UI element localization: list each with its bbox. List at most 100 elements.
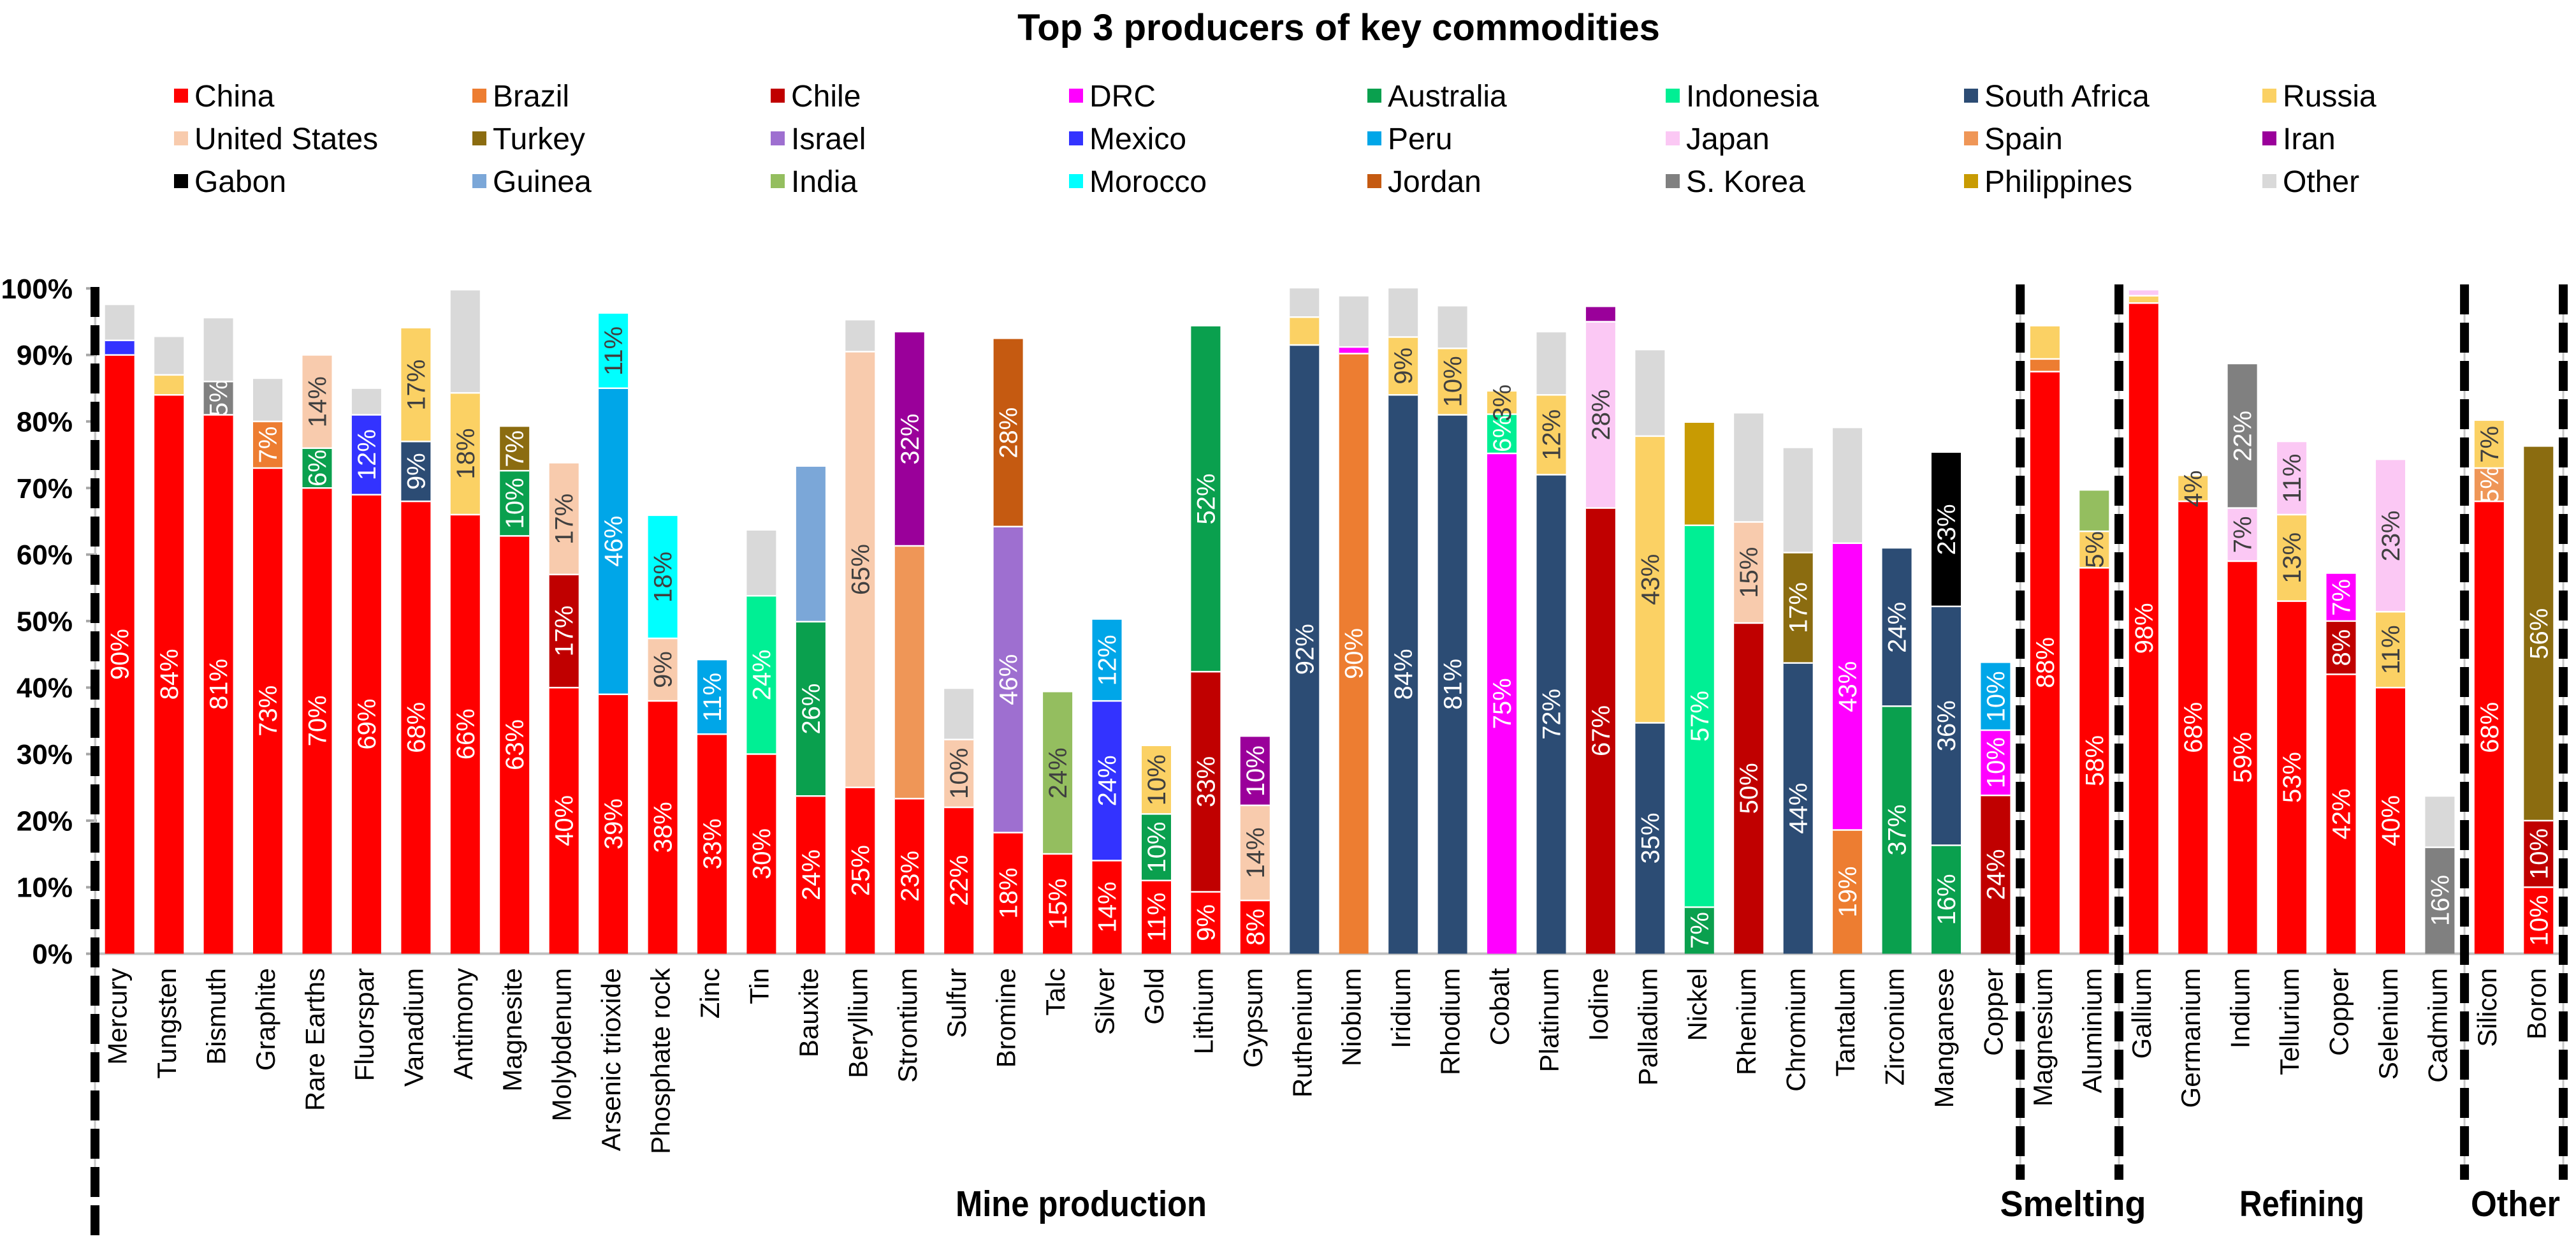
- svg-text:30%: 30%: [17, 739, 73, 770]
- svg-text:19%: 19%: [1834, 866, 1862, 917]
- svg-text:43%: 43%: [1636, 554, 1664, 605]
- svg-text:India: India: [791, 165, 857, 199]
- svg-text:68%: 68%: [2179, 702, 2208, 753]
- svg-text:58%: 58%: [2081, 735, 2109, 786]
- svg-text:11%: 11%: [600, 327, 628, 376]
- svg-text:18%: 18%: [995, 868, 1023, 919]
- svg-text:16%: 16%: [1933, 874, 1961, 925]
- svg-text:Gallium: Gallium: [2127, 968, 2157, 1059]
- svg-text:Aluminium: Aluminium: [2077, 968, 2107, 1093]
- svg-text:90%: 90%: [106, 629, 135, 680]
- svg-text:7%: 7%: [501, 430, 529, 467]
- svg-text:17%: 17%: [402, 360, 430, 411]
- svg-text:7%: 7%: [254, 427, 282, 464]
- svg-text:Beryllium: Beryllium: [843, 968, 873, 1078]
- svg-text:10%: 10%: [2525, 895, 2553, 946]
- svg-text:Mine production: Mine production: [956, 1184, 1207, 1224]
- svg-text:67%: 67%: [1587, 705, 1615, 756]
- svg-text:22%: 22%: [945, 855, 973, 906]
- svg-text:24%: 24%: [748, 649, 776, 700]
- svg-text:Sulfur: Sulfur: [942, 968, 971, 1038]
- svg-text:Guinea: Guinea: [493, 165, 592, 199]
- svg-text:6%: 6%: [304, 450, 332, 487]
- svg-text:Copper: Copper: [1978, 968, 2008, 1056]
- svg-text:Selenium: Selenium: [2373, 968, 2403, 1080]
- svg-text:92%: 92%: [1291, 624, 1319, 675]
- svg-text:12%: 12%: [1094, 635, 1122, 686]
- svg-text:Vanadium: Vanadium: [398, 968, 428, 1087]
- svg-text:Antimony: Antimony: [448, 968, 478, 1080]
- svg-text:37%: 37%: [1884, 804, 1912, 855]
- svg-text:8%: 8%: [2328, 629, 2356, 666]
- svg-text:84%: 84%: [1390, 649, 1418, 700]
- svg-text:10%: 10%: [945, 748, 973, 799]
- svg-text:70%: 70%: [304, 695, 332, 746]
- svg-text:0%: 0%: [32, 939, 73, 970]
- svg-text:81%: 81%: [1439, 659, 1467, 710]
- svg-text:Israel: Israel: [791, 122, 866, 156]
- svg-text:Manganese: Manganese: [1929, 968, 1959, 1108]
- svg-text:17%: 17%: [1785, 582, 1813, 633]
- svg-text:Tantalum: Tantalum: [1830, 968, 1860, 1076]
- svg-text:17%: 17%: [551, 605, 579, 656]
- svg-text:80%: 80%: [17, 406, 73, 437]
- svg-text:Other: Other: [2283, 165, 2359, 199]
- svg-text:Silicon: Silicon: [2472, 968, 2502, 1047]
- svg-text:50%: 50%: [17, 606, 73, 637]
- svg-text:6%: 6%: [1488, 415, 1517, 452]
- svg-text:11%: 11%: [2278, 454, 2306, 503]
- svg-text:25%: 25%: [847, 845, 875, 896]
- svg-text:South Africa: South Africa: [1984, 80, 2150, 114]
- svg-text:Molybdenum: Molybdenum: [547, 968, 577, 1121]
- svg-text:Copper: Copper: [2324, 968, 2354, 1056]
- svg-text:46%: 46%: [995, 654, 1023, 705]
- svg-text:28%: 28%: [1587, 389, 1615, 440]
- svg-text:26%: 26%: [797, 684, 826, 735]
- svg-text:66%: 66%: [452, 708, 480, 760]
- svg-text:12%: 12%: [1538, 409, 1566, 460]
- svg-text:56%: 56%: [2525, 608, 2553, 659]
- svg-text:7%: 7%: [2229, 516, 2257, 553]
- svg-text:Tin: Tin: [744, 968, 774, 1004]
- svg-text:5%: 5%: [2081, 531, 2109, 568]
- svg-text:Tellurium: Tellurium: [2274, 968, 2304, 1075]
- svg-text:9%: 9%: [650, 651, 678, 688]
- svg-text:10%: 10%: [1143, 754, 1171, 805]
- svg-text:4%: 4%: [2179, 470, 2208, 507]
- svg-text:15%: 15%: [1735, 547, 1763, 598]
- svg-text:China: China: [194, 80, 275, 114]
- svg-text:Australia: Australia: [1388, 80, 1507, 114]
- svg-text:Phosphate rock: Phosphate rock: [646, 967, 676, 1154]
- svg-text:88%: 88%: [2032, 637, 2060, 688]
- svg-text:36%: 36%: [1933, 700, 1961, 751]
- svg-text:7%: 7%: [2476, 426, 2504, 463]
- svg-text:11%: 11%: [699, 673, 727, 722]
- svg-text:Indium: Indium: [2225, 968, 2255, 1048]
- svg-text:9%: 9%: [1390, 348, 1418, 385]
- svg-text:59%: 59%: [2229, 732, 2257, 783]
- svg-text:7%: 7%: [2328, 579, 2356, 616]
- svg-text:32%: 32%: [896, 414, 924, 465]
- svg-text:Magnesite: Magnesite: [497, 968, 527, 1092]
- svg-text:Brazil: Brazil: [493, 80, 569, 114]
- svg-text:38%: 38%: [650, 802, 678, 853]
- svg-text:20%: 20%: [17, 805, 73, 837]
- svg-text:Bromine: Bromine: [991, 968, 1021, 1068]
- svg-text:Zinc: Zinc: [695, 968, 725, 1018]
- svg-text:Spain: Spain: [1984, 122, 2063, 156]
- svg-text:23%: 23%: [896, 851, 924, 902]
- svg-text:65%: 65%: [847, 544, 875, 595]
- svg-text:42%: 42%: [2328, 788, 2356, 839]
- svg-text:40%: 40%: [17, 673, 73, 704]
- svg-text:24%: 24%: [1982, 849, 2010, 900]
- svg-text:Palladium: Palladium: [1633, 968, 1663, 1085]
- svg-text:40%: 40%: [2377, 795, 2405, 846]
- svg-text:10%: 10%: [501, 478, 529, 529]
- svg-text:Rare Earths: Rare Earths: [300, 968, 330, 1111]
- svg-text:15%: 15%: [1044, 878, 1072, 929]
- svg-text:Strontium: Strontium: [892, 968, 922, 1083]
- svg-text:14%: 14%: [1094, 881, 1122, 932]
- svg-text:Gypsum: Gypsum: [1238, 968, 1268, 1068]
- svg-text:84%: 84%: [156, 649, 184, 700]
- svg-text:14%: 14%: [1242, 827, 1270, 878]
